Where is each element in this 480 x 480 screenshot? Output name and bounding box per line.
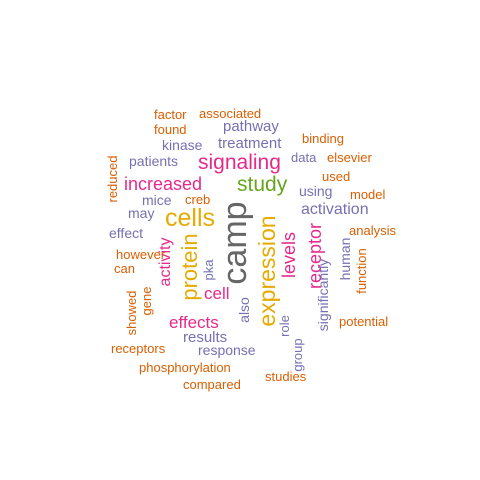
word-factor: factor [154, 107, 187, 122]
word-function: function [354, 248, 369, 294]
word-effects: effects [169, 313, 219, 332]
word-mice: mice [142, 192, 172, 208]
word-receptors: receptors [111, 341, 166, 356]
word-gene: gene [139, 286, 154, 316]
word-found: found [154, 122, 187, 137]
word-role: role [277, 315, 292, 337]
word-phosphorylation: phosphorylation [139, 360, 231, 375]
word-compared: compared [183, 377, 241, 392]
word-using: using [299, 183, 333, 199]
word-increased: increased [124, 174, 203, 194]
word-patients: patients [129, 153, 179, 169]
word-activity: activity [157, 237, 174, 287]
word-reduced: reduced [105, 155, 120, 203]
word-creb: creb [185, 192, 211, 207]
word-used: used [322, 169, 351, 184]
word-response: response [198, 342, 256, 358]
word-protein: protein [177, 233, 202, 301]
word-potential: potential [339, 314, 389, 329]
word-effect: effect [109, 225, 143, 241]
word-results: results [183, 329, 228, 346]
word-may: may [128, 205, 155, 221]
word-cells: cells [165, 204, 216, 232]
word-pathway: pathway [223, 118, 279, 135]
word-signaling: signaling [198, 151, 281, 174]
word-associated: associated [199, 106, 262, 121]
word-data: data [291, 150, 317, 165]
word-kinase: kinase [162, 137, 203, 153]
word-significantly: significantly [315, 258, 331, 332]
word-binding: binding [302, 131, 344, 146]
word-cell: cell [204, 284, 230, 303]
word-levels: levels [279, 231, 299, 279]
word-also: also [236, 297, 252, 323]
word-analysis: analysis [349, 223, 396, 238]
word-study: study [237, 173, 288, 196]
word-can: can [114, 261, 135, 276]
word-pka: pka [201, 259, 216, 281]
word-elsevier: elsevier [327, 150, 372, 165]
word-showed: showed [124, 290, 139, 336]
word-activation: activation [301, 201, 369, 218]
word-human: human [337, 237, 353, 281]
word-studies: studies [265, 369, 307, 384]
word-however: however [116, 247, 166, 262]
word-model: model [350, 187, 386, 202]
word-treatment: treatment [218, 135, 282, 152]
